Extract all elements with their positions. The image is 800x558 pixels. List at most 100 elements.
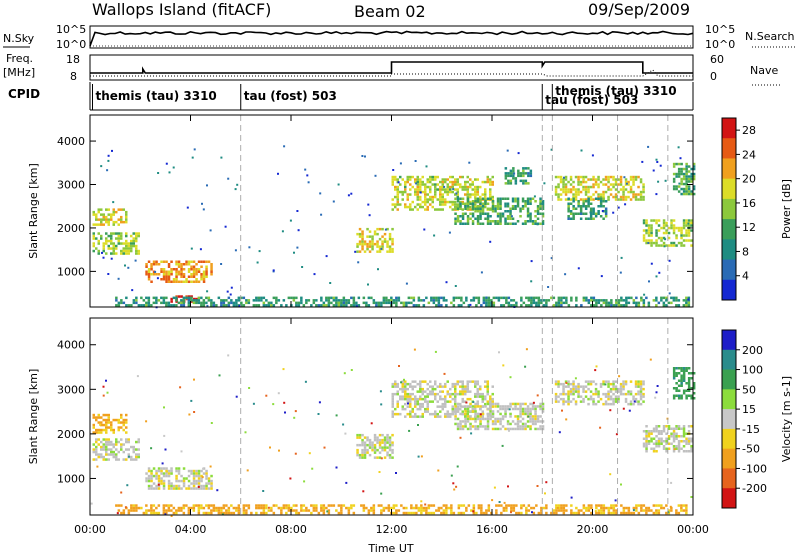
echo-cell bbox=[602, 509, 606, 512]
noise-point bbox=[188, 413, 191, 416]
echo-cell bbox=[451, 407, 454, 411]
echo-cell bbox=[435, 296, 438, 300]
echo-cell bbox=[690, 172, 693, 176]
echo-cell bbox=[250, 511, 253, 515]
echo-cell bbox=[685, 185, 688, 188]
echo-cell bbox=[446, 178, 449, 181]
echo-cell bbox=[368, 245, 372, 248]
echo-cell bbox=[167, 504, 171, 507]
echo-cell bbox=[195, 278, 198, 281]
echo-cell bbox=[409, 178, 412, 181]
echo-cell bbox=[642, 185, 645, 189]
echo-cell bbox=[187, 506, 191, 510]
echo-cell bbox=[614, 188, 618, 191]
echo-cell bbox=[570, 509, 573, 512]
echo-cell bbox=[387, 504, 391, 507]
velocity-echoes bbox=[90, 348, 696, 517]
echo-cell bbox=[391, 178, 394, 181]
echo-cell bbox=[130, 234, 133, 238]
noise-point bbox=[384, 228, 387, 231]
echo-cell bbox=[464, 390, 467, 393]
echo-cell bbox=[642, 430, 646, 433]
noise-point bbox=[193, 411, 196, 413]
echo-cell bbox=[642, 188, 645, 191]
echo-cell bbox=[115, 220, 118, 224]
echo-cell bbox=[305, 301, 308, 305]
echo-cell bbox=[682, 226, 686, 230]
echo-cell bbox=[675, 425, 678, 428]
noise-point bbox=[124, 264, 126, 267]
echo-region bbox=[642, 425, 693, 453]
echo-cell bbox=[595, 301, 598, 305]
echo-cell bbox=[187, 479, 191, 483]
echo-cell bbox=[642, 236, 646, 240]
echo-cell bbox=[529, 402, 532, 406]
echo-cell bbox=[157, 469, 161, 473]
echo-cell bbox=[460, 511, 463, 515]
echo-cell bbox=[559, 188, 563, 191]
echo-cell bbox=[207, 477, 211, 480]
echo-cell bbox=[456, 183, 459, 186]
echo-cell bbox=[416, 397, 419, 401]
echo-cell bbox=[391, 247, 394, 251]
echo-cell bbox=[554, 188, 558, 191]
echo-cell bbox=[400, 301, 403, 305]
echo-cell bbox=[200, 506, 203, 510]
echo-cell bbox=[419, 387, 422, 391]
echo-cell bbox=[535, 296, 538, 300]
echo-cell bbox=[627, 506, 631, 510]
echo-cell bbox=[439, 397, 442, 401]
echo-cell bbox=[95, 213, 98, 216]
echo-cell bbox=[541, 420, 545, 423]
echo-cell bbox=[594, 178, 598, 181]
echo-cell bbox=[192, 474, 196, 478]
echo-cell bbox=[496, 212, 500, 215]
echo-cell bbox=[675, 187, 678, 191]
echo-cell bbox=[245, 299, 248, 302]
echo-cell bbox=[396, 193, 399, 196]
echo-cell bbox=[532, 299, 536, 302]
echo-cell bbox=[667, 442, 671, 445]
echo-cell bbox=[486, 222, 490, 225]
echo-cell bbox=[395, 301, 398, 305]
echo-cell bbox=[584, 185, 588, 189]
echo-cell bbox=[562, 387, 565, 391]
echo-cell bbox=[92, 210, 95, 214]
echo-cell bbox=[437, 506, 441, 510]
echo-cell bbox=[461, 185, 464, 189]
echo-cell bbox=[647, 440, 651, 443]
echo-cell bbox=[381, 446, 384, 449]
echo-cell bbox=[565, 509, 568, 512]
echo-cell bbox=[135, 249, 138, 253]
echo-cell bbox=[491, 183, 494, 186]
echo-cell bbox=[325, 506, 328, 510]
noise-point bbox=[556, 506, 559, 509]
echo-cell bbox=[574, 175, 578, 179]
echo-cell bbox=[322, 509, 326, 512]
echo-cell bbox=[657, 301, 661, 305]
echo-cell bbox=[682, 450, 686, 453]
echo-cell bbox=[376, 245, 379, 248]
echo-cell bbox=[569, 175, 573, 179]
echo-cell bbox=[620, 304, 623, 307]
echo-cell bbox=[260, 504, 263, 507]
echo-cell bbox=[474, 195, 477, 199]
echo-cell bbox=[454, 197, 457, 200]
echo-cell bbox=[449, 395, 452, 398]
echo-cell bbox=[404, 395, 407, 398]
noise-point bbox=[614, 499, 617, 502]
echo-cell bbox=[162, 268, 166, 271]
echo-cell bbox=[399, 203, 402, 206]
noise-point bbox=[668, 259, 671, 262]
echo-cell bbox=[160, 270, 163, 273]
echo-cell bbox=[642, 504, 646, 507]
echo-cell bbox=[122, 252, 125, 255]
echo-cell bbox=[515, 511, 518, 515]
echo-cell bbox=[401, 178, 404, 181]
echo-cell bbox=[92, 242, 95, 245]
echo-cell bbox=[439, 385, 442, 388]
echo-cell bbox=[685, 506, 688, 510]
noise-point bbox=[618, 375, 621, 378]
echo-cell bbox=[562, 511, 566, 515]
echo-cell bbox=[476, 178, 479, 181]
